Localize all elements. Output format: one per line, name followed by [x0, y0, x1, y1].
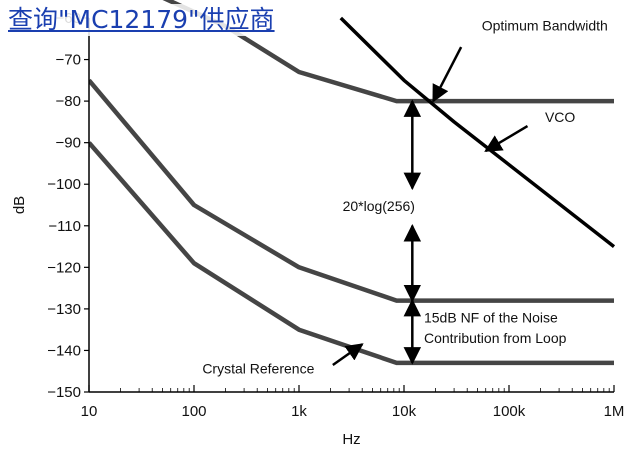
annotation-nf_line2: Contribution from Loop [424, 330, 567, 346]
annotation-bg-vco [542, 107, 578, 126]
annotation-arrow-crystal [332, 343, 364, 367]
annotation-arrow-vco [484, 124, 529, 153]
series-vco [339, 16, 616, 248]
x-tick-label: 100 [181, 403, 206, 420]
annotation-arrow-optimum [432, 46, 463, 103]
annotation-bg-optimum [479, 16, 610, 35]
noise-curve-2 [89, 78, 614, 303]
y-tick-label: −120 [47, 259, 81, 276]
series-layer [89, 0, 616, 366]
y-tick-label: −100 [47, 176, 81, 193]
y-tick-label: −90 [56, 135, 81, 152]
annotation-nf_line1: 15dB NF of the Noise [424, 310, 558, 326]
annotation-bg-log256 [340, 197, 417, 216]
y-tick-label: −70 [56, 52, 81, 69]
annotation-crystal: Crystal Reference [202, 360, 314, 376]
annotation-bg-nf_line2 [421, 328, 569, 347]
x-tick-label: 10 [81, 403, 98, 420]
annotation-bg-nf_line1 [421, 308, 561, 327]
x-tick-label: 1k [291, 403, 307, 420]
annotation-log256: 20*log(256) [343, 198, 415, 214]
y-axis-title: dB [11, 196, 28, 214]
axes-layer: −60−70−80−90−100−110−120−130−140−1501010… [11, 10, 624, 448]
x-tick-label: 10k [392, 403, 417, 420]
supplier-search-link[interactable]: 查询"MC12179"供应商 [6, 4, 277, 36]
x-tick-label: 1M [604, 403, 625, 420]
noise-curve-3 [89, 141, 614, 366]
annotation-optimum: Optimum Bandwidth [482, 17, 608, 33]
y-tick-label: −140 [47, 342, 81, 359]
x-axis-title: Hz [342, 431, 360, 448]
annotation-bg-crystal [200, 359, 317, 378]
annotation-layer: Optimum Bandwidth VCO Crystal Reference 20*… [200, 16, 610, 378]
x-tick-label: 100k [493, 403, 526, 420]
annotation-vco: VCO [545, 109, 575, 125]
y-tick-label: −130 [47, 301, 81, 318]
y-tick-label: −150 [47, 384, 81, 401]
y-tick-label: −80 [56, 93, 81, 110]
y-tick-label: −110 [48, 218, 81, 235]
